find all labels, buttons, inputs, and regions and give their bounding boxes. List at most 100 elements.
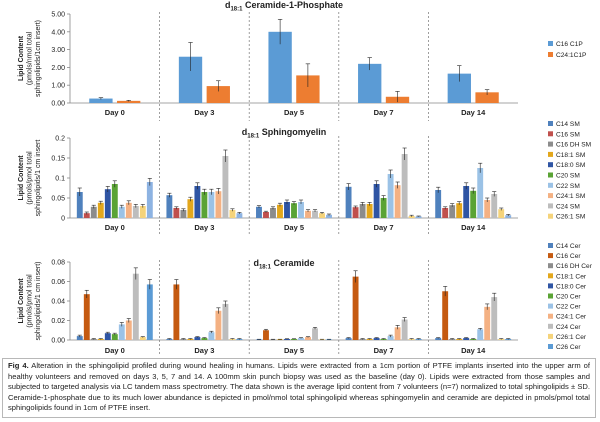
- y-axis-label-line: (pmols/pmol total: [27, 274, 34, 328]
- panel-title: d18:1 Ceramide: [253, 258, 314, 271]
- bar: [111, 184, 118, 218]
- bar: [90, 206, 97, 218]
- legend-swatch: [548, 141, 553, 147]
- category-label: Day 3: [194, 223, 214, 232]
- panel-title: d18:1 Sphingomyelin: [242, 127, 327, 140]
- bar: [475, 92, 499, 103]
- category-label: Day 0: [105, 223, 125, 232]
- bar: [104, 189, 111, 218]
- bar: [291, 203, 297, 218]
- legend-label: C24:1 Cer: [556, 314, 587, 321]
- bar: [215, 191, 222, 218]
- bar: [312, 328, 318, 340]
- y-tick-label: 0.00: [51, 101, 65, 108]
- bar: [125, 320, 132, 340]
- legend-swatch: [548, 323, 553, 329]
- bar: [298, 338, 304, 340]
- legend-label: C18:0 Cer: [556, 283, 587, 290]
- bar: [173, 284, 180, 340]
- legend-label: C22 Cer: [556, 304, 581, 311]
- y-tick-label: 0.2: [55, 136, 65, 143]
- legend-label: C14 Cer: [556, 243, 581, 250]
- bar: [470, 190, 477, 218]
- bar: [477, 168, 484, 218]
- bar: [449, 205, 456, 218]
- bar: [352, 207, 359, 218]
- legend-label: C14 SM: [556, 121, 580, 128]
- chart-panel-2: 0 0.05 0.1 0.15 0.2 Lipid Content (pmols/pmol …: [18, 121, 591, 236]
- bar: [387, 174, 394, 218]
- bar: [146, 284, 153, 340]
- legend: C16 C1P C24:1C1P: [548, 41, 587, 59]
- y-tick-label: 0.04: [51, 299, 65, 306]
- y-axis-label: Lipid Content (pmols/pmol total sphingolip…: [18, 140, 42, 217]
- bar: [178, 56, 203, 103]
- y-tick-label: 0: [61, 216, 65, 223]
- bar: [76, 192, 83, 218]
- y-axis-label-line: sphingolipids/1cm insert): [35, 20, 42, 97]
- bar: [125, 202, 132, 218]
- bar: [97, 202, 104, 218]
- bar: [194, 337, 201, 340]
- category-label: Day 5: [284, 108, 304, 117]
- bar: [284, 339, 290, 340]
- y-tick-label: 0.15: [51, 156, 65, 163]
- chart-panel-1: 0.00 1.00 2.00 3.00 4.00 5.00 Lipid Content (pm…: [18, 0, 587, 121]
- legend-label: C26:1 Cer: [556, 334, 587, 341]
- legend-label: C26 Cer: [556, 344, 581, 351]
- bar: [180, 210, 187, 218]
- bar: [401, 154, 408, 218]
- bar: [326, 214, 332, 218]
- bar: [456, 203, 463, 218]
- category-label: Day 5: [284, 223, 304, 232]
- legend-swatch: [548, 344, 553, 349]
- bar: [366, 204, 373, 218]
- category-label: Day 14: [461, 223, 486, 232]
- legend-swatch: [548, 151, 553, 157]
- bar: [463, 338, 470, 340]
- bar: [463, 186, 470, 218]
- bar: [284, 202, 290, 218]
- legend-label: C18:0 SM: [556, 162, 585, 169]
- bar: [201, 192, 208, 218]
- bar: [146, 182, 153, 218]
- y-axis-label-line: Lipid Content: [18, 155, 25, 201]
- legend-swatch: [548, 41, 553, 46]
- bar: [222, 303, 229, 340]
- legend-swatch: [548, 313, 553, 319]
- legend-label: C24 Cer: [556, 324, 581, 331]
- y-axis-label-line: sphingolipids/1 cm insert: [35, 140, 42, 217]
- bar: [442, 208, 449, 218]
- bar: [484, 306, 491, 340]
- legend-swatch: [548, 52, 553, 57]
- legend-swatch: [548, 121, 553, 126]
- bar: [394, 327, 401, 340]
- bar: [387, 336, 394, 340]
- legend-swatch: [548, 293, 553, 299]
- y-axis-label-line: (pmols/nmol total: [27, 31, 34, 85]
- bar: [117, 100, 141, 103]
- bar: [256, 206, 262, 218]
- bar: [222, 156, 229, 218]
- legend-label: C26:1 SM: [556, 214, 585, 221]
- bar: [139, 206, 146, 218]
- legend-swatch: [548, 333, 553, 339]
- category-label: Day 0: [105, 108, 125, 117]
- panel-title-subscript: 18:1: [259, 265, 272, 271]
- bar: [277, 204, 283, 218]
- bar: [359, 204, 366, 218]
- bar: [435, 190, 442, 218]
- panel-title-name: Ceramide-1-Phosphate: [242, 0, 343, 10]
- bar: [118, 324, 125, 340]
- legend-swatch: [548, 283, 553, 289]
- legend-label: C24:1C1P: [556, 52, 587, 59]
- bar: [208, 332, 215, 340]
- bar: [166, 195, 173, 218]
- bar: [118, 206, 125, 218]
- y-axis-label: Lipid Content (pmols/pmol total sphingolip…: [18, 262, 42, 341]
- bar: [291, 339, 297, 340]
- bar: [477, 329, 484, 340]
- legend-label: C24:1 SM: [556, 193, 585, 200]
- bar: [491, 297, 498, 340]
